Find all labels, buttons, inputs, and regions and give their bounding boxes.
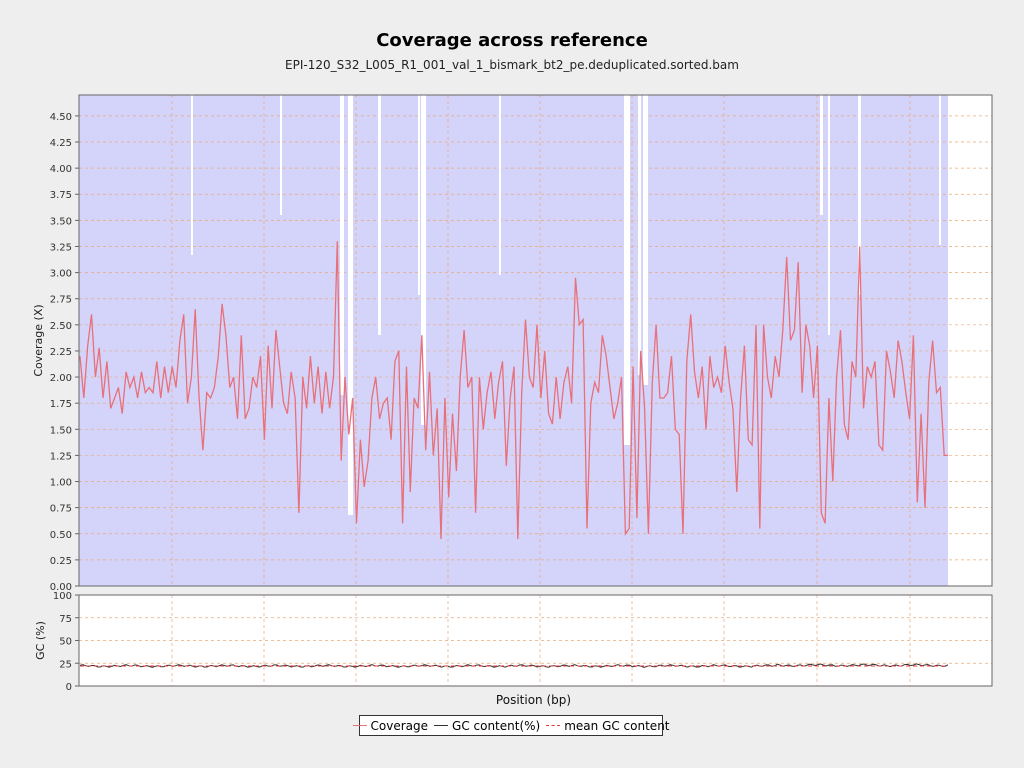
coverage-y-tick-label: 3.25 [50, 242, 72, 253]
coverage-gap [378, 95, 381, 335]
legend-label-coverage: Coverage [370, 718, 429, 733]
coverage-gap [643, 95, 648, 385]
gc-y-tick-label: 50 [59, 637, 72, 648]
gc-y-axis-label: GC (%) [34, 621, 47, 660]
coverage-y-tick-label: 4.25 [50, 138, 72, 149]
legend-item-mean-gc: mean GC content [546, 718, 670, 733]
chart-title: Coverage across reference [376, 30, 648, 51]
coverage-y-tick-label: 1.50 [50, 425, 72, 436]
chart-subtitle: EPI-120_S32_L005_R1_001_val_1_bismark_bt… [285, 58, 739, 72]
coverage-gap [348, 95, 353, 515]
gc-y-tick-label: 0 [66, 682, 72, 693]
coverage-gap [624, 95, 630, 445]
gc-y-tick-label: 100 [53, 591, 72, 602]
coverage-y-tick-label: 1.75 [50, 399, 72, 410]
coverage-y-tick-label: 3.00 [50, 269, 72, 280]
gc-y-tick-label: 25 [59, 659, 72, 670]
coverage-y-tick-label: 2.25 [50, 347, 72, 358]
gc-plot-frame [78, 594, 993, 687]
coverage-gap [858, 95, 861, 295]
coverage-y-tick-label: 0.50 [50, 530, 72, 541]
coverage-y-tick-label: 0.00 [50, 582, 72, 593]
coverage-y-tick-label: 0.75 [50, 504, 72, 515]
coverage-y-tick-label: 1.25 [50, 451, 72, 462]
legend-item-coverage: Coverage [352, 718, 429, 733]
coverage-gap [340, 95, 344, 395]
chart-legend: Coverage GC content(%) mean GC content [352, 715, 670, 736]
coverage-y-tick-label: 3.50 [50, 216, 72, 227]
legend-swatch-gc-content [434, 725, 449, 726]
coverage-gap [499, 95, 501, 275]
legend-label-gc-content: GC content(%) [452, 718, 541, 733]
coverage-gap [280, 95, 282, 215]
coverage-y-axis-label: Coverage (X) [32, 304, 45, 376]
legend-label-mean-gc: mean GC content [564, 718, 670, 733]
legend-swatch-mean-gc [546, 725, 561, 726]
coverage-gap [638, 95, 641, 375]
coverage-gap [820, 95, 823, 215]
coverage-y-tick-label: 2.00 [50, 373, 72, 384]
coverage-line [79, 241, 948, 540]
coverage-gap [939, 95, 941, 245]
coverage-y-tick-label: 2.75 [50, 295, 72, 306]
coverage-plot-frame [78, 94, 993, 587]
gc-y-tick-label: 75 [59, 614, 72, 625]
coverage-area [79, 95, 948, 586]
coverage-gap [191, 95, 193, 255]
x-axis-label: Position (bp) [496, 693, 571, 707]
coverage-y-tick-label: 1.00 [50, 478, 72, 489]
coverage-y-tick-label: 3.75 [50, 190, 72, 201]
coverage-gap [828, 95, 830, 335]
coverage-y-tick-label: 4.00 [50, 164, 72, 175]
coverage-gap [418, 95, 420, 295]
coverage-y-tick-label: 0.25 [50, 556, 72, 567]
coverage-y-tick-label: 4.50 [50, 112, 72, 123]
coverage-gap [421, 95, 426, 425]
coverage-y-tick-label: 2.50 [50, 321, 72, 332]
legend-item-gc-content: GC content(%) [434, 719, 540, 733]
legend-swatch-coverage [352, 725, 367, 726]
